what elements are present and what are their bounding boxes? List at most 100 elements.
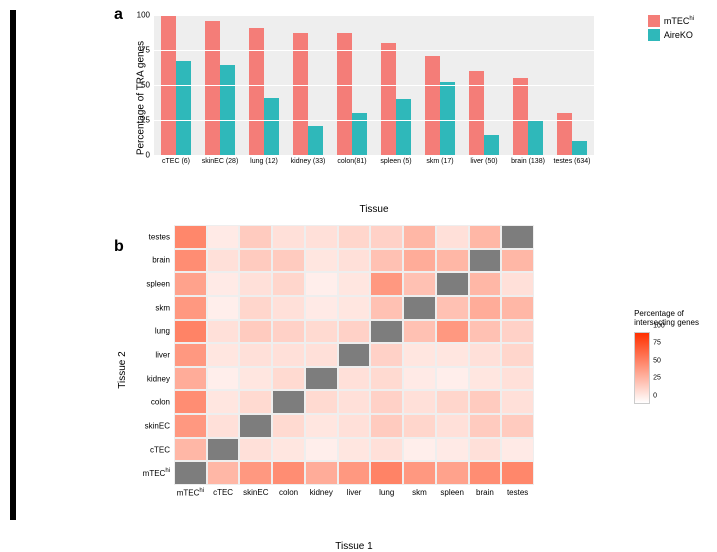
y-tick-b: kidney: [147, 374, 174, 383]
bar-mTEChi: [205, 21, 220, 155]
heatmap-cell: [272, 343, 305, 367]
heatmap-cell: [305, 320, 338, 344]
heatmap-cell: [239, 438, 272, 462]
x-tick: testes (634): [554, 155, 591, 165]
legend-swatch: [648, 29, 660, 41]
heatmap-cell: [403, 272, 436, 296]
x-tick-b: skm: [412, 485, 427, 497]
x-tick: colon(81): [337, 155, 366, 165]
x-tick-b: skinEC: [243, 485, 268, 497]
heatmap-cell: [469, 367, 502, 391]
heatmap-cell: [207, 249, 240, 273]
x-tick-b: kidney: [310, 485, 333, 497]
heatmap-cell: [370, 320, 403, 344]
heatmap-cell: [239, 320, 272, 344]
heatmap-cell: [338, 249, 371, 273]
heatmap-cell: [370, 249, 403, 273]
legend-b: Percentage ofintersecting genes 02550751…: [634, 310, 699, 404]
heatmap-cell: [469, 249, 502, 273]
legend-label: AireKO: [664, 30, 693, 40]
heatmap-cell: [469, 320, 502, 344]
x-tick: lung (12): [250, 155, 278, 165]
heatmap: Tissue 2 testesbrainspleenskmlungliverki…: [114, 220, 614, 520]
y-tick: 25: [141, 116, 154, 125]
x-tick-b: brain: [476, 485, 494, 497]
heatmap-cell: [272, 296, 305, 320]
bar-AireKO: [264, 98, 279, 155]
y-axis-label-b: Tissue 2: [117, 351, 128, 388]
gridline: [154, 15, 594, 16]
heatmap-cell: [370, 414, 403, 438]
heatmap-cell: [272, 225, 305, 249]
gradient-tick: 100: [653, 322, 665, 329]
panel-a: a Percentage of TRA genes cTEC (6)skinEC…: [24, 10, 707, 185]
heatmap-cell: [272, 390, 305, 414]
legend-label: mTEChi: [664, 16, 694, 26]
x-tick-b: liver: [347, 485, 362, 497]
y-tick-b: testes: [149, 232, 174, 241]
bar-mTEChi: [293, 33, 308, 155]
x-tick-b: mTEChi: [177, 485, 204, 498]
heatmap-cell: [174, 343, 207, 367]
heatmap-cell: [207, 414, 240, 438]
heatmap-cell: [239, 249, 272, 273]
heatmap-area: testesbrainspleenskmlungliverkidneycolon…: [174, 225, 534, 485]
gridline: [154, 155, 594, 156]
heatmap-cell: [403, 225, 436, 249]
gridline: [154, 85, 594, 86]
heatmap-cell: [370, 461, 403, 485]
bar-mTEChi: [337, 33, 352, 155]
gridline: [154, 50, 594, 51]
heatmap-cell: [207, 225, 240, 249]
heatmap-cell: [338, 390, 371, 414]
heatmap-cell: [403, 414, 436, 438]
heatmap-cell: [305, 296, 338, 320]
heatmap-cell: [305, 225, 338, 249]
heatmap-cell: [436, 390, 469, 414]
heatmap-cell: [501, 249, 534, 273]
gridline: [154, 120, 594, 121]
panel-b: b Tissue 2 testesbrainspleenskmlungliver…: [24, 220, 707, 520]
y-tick-b: skm: [155, 303, 174, 312]
heatmap-cell: [403, 249, 436, 273]
heatmap-cell: [305, 343, 338, 367]
heatmap-cell: [174, 296, 207, 320]
x-tick: kidney (33): [291, 155, 326, 165]
bar-AireKO: [528, 120, 543, 155]
y-tick-b: brain: [152, 256, 174, 265]
heatmap-cell: [239, 414, 272, 438]
heatmap-grid: [174, 225, 534, 485]
x-tick: skinEC (28): [202, 155, 239, 165]
heatmap-cell: [272, 320, 305, 344]
heatmap-cell: [207, 438, 240, 462]
bar-mTEChi: [513, 78, 528, 155]
heatmap-cell: [338, 438, 371, 462]
heatmap-cell: [436, 414, 469, 438]
heatmap-cell: [207, 461, 240, 485]
y-tick: 0: [146, 151, 154, 160]
heatmap-cell: [239, 225, 272, 249]
heatmap-cell: [239, 367, 272, 391]
heatmap-cell: [272, 272, 305, 296]
heatmap-cell: [436, 296, 469, 320]
bar-mTEChi: [381, 43, 396, 155]
y-tick-b: cTEC: [150, 445, 174, 454]
heatmap-cell: [436, 249, 469, 273]
heatmap-cell: [338, 343, 371, 367]
bar-AireKO: [308, 126, 323, 155]
heatmap-cell: [174, 461, 207, 485]
y-tick-b: lung: [155, 327, 174, 336]
heatmap-cell: [436, 272, 469, 296]
heatmap-cell: [338, 367, 371, 391]
bar-mTEChi: [469, 71, 484, 155]
bar-chart: Percentage of TRA genes cTEC (6)skinEC (…: [114, 10, 614, 185]
bar-AireKO: [176, 61, 191, 155]
heatmap-cell: [272, 461, 305, 485]
legend-a: mTEChi AireKO: [648, 15, 694, 43]
plot-area-a: cTEC (6)skinEC (28)lung (12)kidney (33)c…: [154, 15, 594, 155]
heatmap-cell: [272, 438, 305, 462]
heatmap-cell: [305, 438, 338, 462]
heatmap-cell: [207, 320, 240, 344]
heatmap-cell: [272, 414, 305, 438]
heatmap-cell: [305, 367, 338, 391]
